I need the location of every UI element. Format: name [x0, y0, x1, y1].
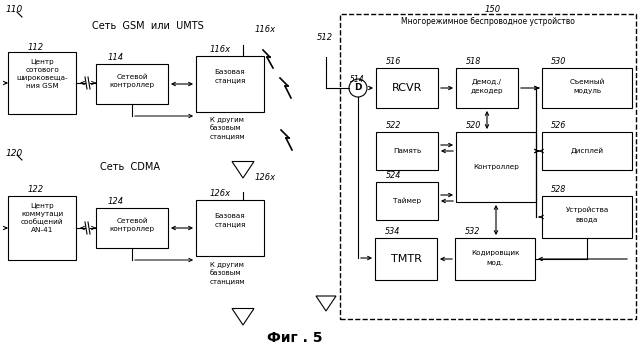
Text: Сеть  CDMA: Сеть CDMA	[100, 162, 160, 172]
Text: мод.: мод.	[486, 259, 504, 265]
Bar	[96, 64, 168, 104]
Text: Демод./: Демод./	[472, 79, 502, 85]
Text: 116x: 116x	[210, 46, 231, 54]
Text: Многорежимное беспроводное устройство: Многорежимное беспроводное устройство	[401, 18, 575, 26]
Text: 532: 532	[465, 227, 481, 237]
Text: базовым: базовым	[210, 270, 241, 276]
Bar	[96, 208, 168, 248]
Text: декодер: декодер	[470, 88, 503, 94]
Text: D: D	[355, 84, 362, 92]
Bar	[542, 68, 632, 108]
Bar	[375, 238, 437, 280]
Text: коммутаци: коммутаци	[21, 211, 63, 217]
Text: К другим: К другим	[210, 117, 244, 123]
Text: RCVR: RCVR	[392, 83, 422, 93]
Text: Память: Память	[393, 148, 421, 154]
Bar	[376, 132, 438, 170]
Text: Сетевой: Сетевой	[116, 74, 148, 80]
Text: сотового: сотового	[25, 67, 59, 73]
Bar	[8, 52, 76, 114]
Bar	[196, 56, 264, 112]
Text: 114: 114	[108, 54, 124, 62]
Text: 516: 516	[386, 58, 401, 66]
Text: Базовая: Базовая	[214, 213, 245, 219]
Circle shape	[349, 79, 367, 97]
Text: AN-41: AN-41	[31, 227, 53, 233]
Text: Центр: Центр	[30, 59, 54, 65]
Text: 150: 150	[485, 6, 501, 14]
Text: 520: 520	[466, 121, 481, 131]
Text: Базовая: Базовая	[214, 69, 245, 75]
Bar	[456, 132, 536, 202]
Text: 514: 514	[350, 74, 365, 84]
Text: Съемный: Съемный	[570, 79, 605, 85]
Text: 526: 526	[551, 121, 566, 131]
Bar	[340, 14, 636, 319]
Bar	[456, 68, 518, 108]
Text: К другим: К другим	[210, 262, 244, 268]
Bar	[376, 182, 438, 220]
Text: TMTR: TMTR	[390, 254, 421, 264]
Text: 110: 110	[5, 6, 22, 14]
Text: ввода: ввода	[576, 216, 598, 222]
Text: Таймер: Таймер	[393, 198, 421, 204]
Text: 534: 534	[385, 227, 401, 237]
Text: 528: 528	[551, 185, 566, 195]
Text: 112: 112	[28, 42, 44, 52]
Text: 524: 524	[386, 172, 401, 180]
Text: 518: 518	[466, 58, 481, 66]
Text: Сетевой: Сетевой	[116, 218, 148, 224]
Text: ния GSM: ния GSM	[26, 83, 58, 89]
Text: 120: 120	[5, 149, 22, 157]
Bar	[8, 196, 76, 260]
Text: станциям: станциям	[210, 133, 246, 139]
Text: 126x: 126x	[210, 190, 231, 198]
Text: 124: 124	[108, 197, 124, 207]
Bar	[455, 238, 535, 280]
Bar	[542, 132, 632, 170]
Text: модуль: модуль	[573, 88, 601, 94]
Text: 126x: 126x	[255, 173, 276, 181]
Text: станция: станция	[214, 221, 246, 227]
Text: Контроллер: Контроллер	[473, 164, 519, 170]
Text: контроллер: контроллер	[109, 226, 155, 232]
Text: Центр: Центр	[30, 203, 54, 209]
Text: Дисплей: Дисплей	[570, 148, 604, 154]
Text: 522: 522	[386, 121, 401, 131]
Text: Сеть  GSM  или  UMTS: Сеть GSM или UMTS	[92, 21, 204, 31]
Text: Фиг . 5: Фиг . 5	[268, 331, 323, 345]
Text: базовым: базовым	[210, 125, 241, 131]
Bar	[376, 68, 438, 108]
Text: 122: 122	[28, 185, 44, 195]
Text: сообщений: сообщений	[20, 219, 63, 226]
Text: контроллер: контроллер	[109, 82, 155, 88]
Text: 512: 512	[317, 34, 333, 42]
Text: станциям: станциям	[210, 278, 246, 284]
Text: станция: станция	[214, 77, 246, 83]
Text: Кодировщик: Кодировщик	[471, 250, 519, 256]
Text: 116x: 116x	[255, 25, 276, 35]
Text: 530: 530	[551, 58, 566, 66]
Bar	[542, 196, 632, 238]
Bar	[196, 200, 264, 256]
Text: широковеща-: широковеща-	[16, 75, 68, 81]
Text: Устройства: Устройства	[565, 207, 609, 213]
